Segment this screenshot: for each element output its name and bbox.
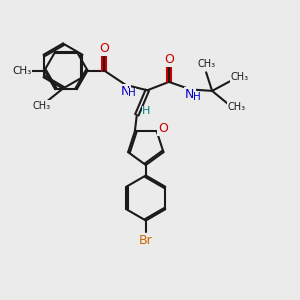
Text: CH₃: CH₃: [12, 65, 32, 76]
Text: H: H: [142, 106, 151, 116]
Text: H: H: [193, 92, 201, 102]
Text: CH₃: CH₃: [231, 72, 249, 82]
Text: CH₃: CH₃: [197, 59, 215, 69]
Text: O: O: [164, 53, 174, 66]
Text: O: O: [99, 42, 109, 55]
Text: H: H: [128, 88, 136, 98]
Text: CH₃: CH₃: [228, 102, 246, 112]
Text: CH₃: CH₃: [33, 101, 51, 111]
Text: O: O: [158, 122, 168, 135]
Text: Br: Br: [139, 233, 153, 247]
Text: N: N: [185, 88, 195, 101]
Text: N: N: [120, 85, 130, 98]
